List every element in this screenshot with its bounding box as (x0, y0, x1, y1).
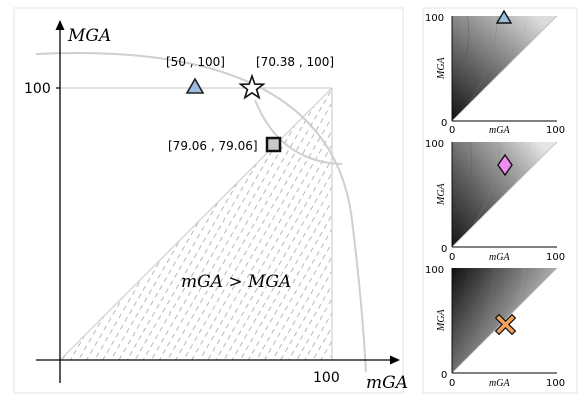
panel-2-y-bottom: 0 (441, 244, 447, 255)
star-marker-icon (238, 73, 266, 100)
region-label: mGA > MGA (181, 272, 291, 292)
panel-3-y-top: 100 (425, 265, 444, 276)
inner-arc (254, 99, 343, 165)
panel-2-x-right: 100 (546, 252, 565, 263)
square-annotation: [79.06 , 79.06] (168, 139, 258, 153)
side-panel-2: 100 0 0 100 mGA MGA (425, 139, 565, 263)
side-panel-3: 100 0 0 100 mGA MGA (425, 265, 565, 389)
panel-3-x-right: 100 (546, 378, 565, 389)
panel-3-y-bottom: 0 (441, 370, 447, 381)
panel-1-y-bottom: 0 (441, 118, 447, 129)
panel-2-x-left: 0 (449, 252, 455, 263)
panel-1-x-label: mGA (489, 125, 510, 136)
panel-1-y-label: MGA (436, 56, 447, 80)
panel-1-y-top: 100 (425, 13, 444, 24)
panel-2-y-label: MGA (436, 182, 447, 206)
panel-2-y-top: 100 (425, 139, 444, 150)
panel-2-x-label: mGA (489, 252, 510, 263)
triangle-marker-icon (185, 77, 205, 94)
x-axis-label: mGA (366, 373, 408, 393)
x-axis-arrow (390, 355, 400, 365)
panel-3-x-icon (494, 313, 517, 336)
square-marker-icon (265, 136, 282, 153)
panel-1-x-right: 100 (546, 125, 565, 136)
diagonal-line (59, 87, 333, 361)
panel-1-triangle-icon (495, 9, 513, 24)
panel-3-x-label: mGA (489, 378, 510, 389)
star-annotation: [70.38 , 100] (256, 55, 334, 69)
panel-1-x-left: 0 (449, 125, 455, 136)
y-tick-label: 100 (24, 81, 51, 97)
triangle-annotation: [50 , 100] (166, 55, 225, 69)
y-axis-label: MGA (67, 26, 111, 46)
main-panel-frame (13, 7, 404, 394)
panel-3-x-left: 0 (449, 378, 455, 389)
main-diagram: MGA mGA 100 100 mGA > MGA [50 , 100] [70… (24, 20, 408, 393)
panel-2-diamond-icon (497, 153, 513, 177)
x-tick-label: 100 (313, 370, 340, 386)
panel-3-y-label: MGA (436, 308, 447, 332)
side-panel-frame (422, 7, 578, 394)
y-axis-arrow (55, 20, 65, 30)
side-panel-1: 100 0 0 100 mGA MGA (425, 9, 565, 136)
outer-arc (35, 52, 367, 373)
